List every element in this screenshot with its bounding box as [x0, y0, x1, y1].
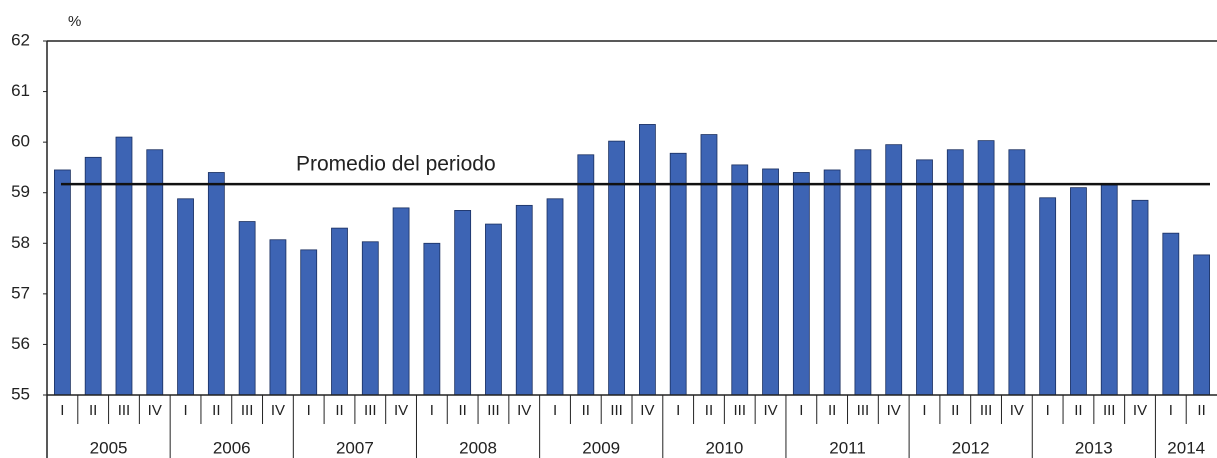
y-tick-label: 61: [11, 81, 30, 100]
bar: [423, 242, 441, 396]
bar: [638, 124, 656, 396]
bar: [331, 227, 348, 396]
bar: [946, 149, 964, 396]
x-tick-label: III: [857, 402, 870, 419]
x-tick-label: III: [364, 402, 377, 419]
x-tick-label: I: [430, 402, 434, 419]
group-label: 2010: [705, 438, 743, 457]
x-tick-label: I: [676, 402, 680, 419]
bar: [1193, 254, 1211, 396]
bar: [53, 169, 71, 396]
y-tick-label: 56: [11, 334, 30, 353]
bar: [177, 198, 194, 396]
bar: [1100, 184, 1118, 396]
x-tick-label: I: [1169, 402, 1173, 419]
x-tick-label: I: [60, 402, 64, 419]
reference-label: Promedio del periodo: [296, 153, 496, 176]
x-tick-label: III: [487, 402, 500, 419]
x-tick-label: IV: [1010, 402, 1024, 419]
bar: [361, 241, 379, 396]
x-tick-label: IV: [1133, 402, 1147, 419]
x-tick-label: II: [458, 402, 466, 419]
x-tick-label: II: [951, 402, 959, 419]
bar: [669, 152, 687, 396]
y-tick-label: 58: [11, 233, 30, 252]
x-tick-label: II: [335, 402, 343, 419]
x-tick-label: II: [705, 402, 713, 419]
x-tick-label: III: [610, 402, 623, 419]
x-tick-label: II: [1197, 402, 1205, 419]
bar: [454, 210, 472, 396]
x-tick-label: IV: [517, 402, 531, 419]
bar: [577, 154, 595, 396]
group-label: 2014: [1167, 438, 1205, 457]
x-tick-label: III: [980, 402, 993, 419]
y-tick-label: 59: [11, 182, 30, 201]
bar: [792, 172, 810, 396]
x-tick-label: IV: [763, 402, 777, 419]
bar: [1162, 232, 1180, 396]
bar: [115, 136, 133, 396]
bar: [238, 221, 256, 396]
x-tick-label: II: [212, 402, 220, 419]
bar: [84, 156, 102, 396]
x-tick-label: III: [241, 402, 254, 419]
group-label: 2013: [1075, 438, 1113, 457]
y-tick-label: 55: [11, 384, 30, 403]
y-tick-label: 62: [11, 30, 30, 49]
x-tick-label: IV: [148, 402, 162, 419]
group-label: 2008: [459, 438, 497, 457]
bar: [823, 169, 841, 396]
x-tick-label: IV: [887, 402, 901, 419]
bar: [146, 149, 164, 396]
x-tick-label: II: [89, 402, 97, 419]
unit-label: %: [68, 13, 81, 30]
group-label: 2011: [829, 438, 866, 457]
bar: [546, 198, 564, 396]
bar: [392, 207, 410, 396]
x-tick-label: III: [734, 402, 747, 419]
bar: [269, 239, 287, 396]
x-tick-label: I: [1046, 402, 1050, 419]
bar: [1039, 197, 1057, 396]
bar: [207, 172, 225, 396]
x-tick-label: I: [799, 402, 803, 419]
bar: [515, 204, 533, 396]
x-tick-label: IV: [271, 402, 285, 419]
group-label: 2009: [582, 438, 620, 457]
group-label: 2006: [213, 438, 251, 457]
bar: [854, 149, 872, 396]
group-label: 2007: [336, 438, 374, 457]
x-tick-label: II: [828, 402, 836, 419]
bar: [1131, 199, 1149, 396]
bar: [608, 140, 626, 396]
bar: [485, 223, 502, 396]
x-tick-label: I: [922, 402, 926, 419]
x-tick-label: III: [1103, 402, 1116, 419]
x-tick-label: I: [307, 402, 311, 419]
x-tick-label: II: [1074, 402, 1082, 419]
group-label: 2005: [90, 438, 128, 457]
x-tick-label: I: [553, 402, 557, 419]
bar: [700, 134, 718, 396]
x-tick-label: IV: [394, 402, 408, 419]
bar: [977, 140, 995, 396]
y-tick-label: 60: [11, 132, 30, 151]
bar: [885, 144, 903, 396]
y-tick-label: 57: [11, 283, 30, 302]
bar: [731, 164, 749, 396]
bar: [762, 168, 779, 396]
bar: [1070, 187, 1087, 396]
x-tick-label: II: [582, 402, 590, 419]
x-tick-label: IV: [640, 402, 654, 419]
group-label: 2012: [952, 438, 990, 457]
bar: [300, 249, 318, 396]
x-tick-label: III: [118, 402, 131, 419]
bar: [1008, 149, 1026, 396]
bar: [916, 159, 933, 396]
x-tick-label: I: [183, 402, 187, 419]
